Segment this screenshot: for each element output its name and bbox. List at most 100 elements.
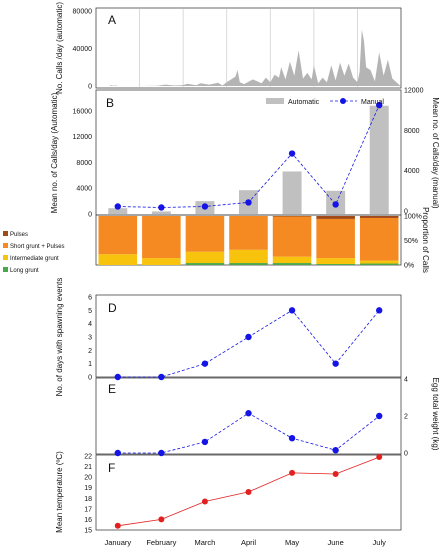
panel-a-y-ticks: 80000 40000 0 [73,9,93,91]
panel-c-segment [98,216,138,255]
panel-c-stacked-bars [98,216,399,265]
panel-f-point [245,488,252,495]
x-axis-month-label: May [285,538,299,547]
panel-c-y-ticks: 100% 50% 0% [404,214,422,270]
x-axis-month-label: July [373,538,387,547]
panel-c-segment [142,216,181,259]
panel-d-tick-label: 3 [88,335,92,342]
panel-e-points [114,410,383,457]
legend-long-grunt-swatch [3,267,8,272]
panel-e-tick-label: 2 [404,414,408,421]
x-axis-month-label: February [146,538,176,547]
panel-c-y-axis-label: Proportion of Calls [421,207,430,273]
panel-d-frame [95,294,402,378]
panel-a-tick-label: 80000 [73,9,93,16]
panel-c-segment [316,218,355,259]
panel-b-y-ticks: 16000 12000 8000 4000 0 [73,108,93,218]
legend-short-grunt-label: Short grunt + Pulses [10,244,65,250]
panel-c-segment [229,249,268,264]
panel-f-tick-label: 18 [84,496,92,503]
legend-pulses-swatch [3,231,8,236]
panel-b-manual-point [332,201,339,208]
panel-b-automatic-bars [108,105,389,214]
panel-b-y-axis-label: Mean no. of Calls/day (Automatic) [50,92,59,213]
panel-c-segment [185,263,225,265]
panel-e-point [332,447,339,454]
panel-f-tick-label: 16 [84,517,92,524]
panel-f-point [158,516,165,523]
panel-b-tick-label: 4000 [76,186,92,193]
panel-a-y-axis-label: No. Calls /day (automatic) [55,2,64,94]
panel-f-tick-label: 17 [84,506,92,513]
panel-e-y2-axis-label: Egg total weight (kg) [431,378,440,451]
panel-c-segment [359,216,399,218]
panel-label-a: A [108,13,116,27]
panel-c-segment [185,251,225,264]
panel-d-point [201,360,209,367]
panel-c-segment [185,216,225,252]
panel-e-y2-ticks: 4 2 0 [404,377,408,458]
legend-pulses-label: Pulses [10,232,28,238]
panel-c-segment [142,258,181,265]
legend-short-grunt-swatch [3,243,8,248]
panel-c-segment [316,264,355,265]
panel-a-daily-calls-area [96,29,401,86]
panel-d-tick-label: 2 [88,348,92,355]
panel-a-tick-label: 0 [88,84,92,91]
panel-b-manual-point [376,101,383,109]
panel-d-y-ticks: 6 5 4 3 2 1 0 [88,295,92,382]
panel-c-segment [359,217,399,261]
panel-d-point [288,307,296,314]
legend-intermediate-grunt-swatch [3,255,8,260]
panel-f-point [332,470,339,477]
panel-b-y2-tick-label: 4000 [404,168,420,175]
panel-b-manual-point [245,199,252,206]
legend-automatic-label: Automatic [288,99,320,106]
legend-manual-marker [340,98,346,104]
panel-f-frame [95,454,402,531]
panel-e-line [117,412,380,454]
panel-d-points [114,307,383,381]
panel-c-segment [229,263,268,265]
panel-b-manual-points [114,101,383,211]
panel-label-d: D [108,301,117,315]
panel-c-segment [359,260,399,264]
panel-c-segment [316,258,355,265]
panel-c-segment [229,216,268,250]
panel-c-segment [98,254,138,265]
panel-f-tick-label: 21 [84,464,92,471]
panel-e-tick-label: 0 [404,451,408,458]
panel-f-point [376,454,383,461]
panel-b-y2-axis-label: Mean no. of Calls/day (manual) [431,97,440,209]
panel-d-tick-label: 6 [88,295,92,302]
panel-f-point [289,469,296,476]
panel-b-manual-point [288,150,296,157]
panel-e-point [158,449,165,457]
panel-f-points [114,454,383,529]
panel-f-point [201,498,208,505]
panel-b-automatic-bar [151,211,171,214]
panel-c-segment [272,216,312,257]
panel-d-point [376,307,383,314]
panel-b-manual-point [158,204,165,211]
panel-f-tick-label: 15 [84,528,92,535]
panel-e-point [288,435,296,442]
legend-long-grunt-label: Long grunt [10,268,39,274]
panel-b-y2-ticks: 12000 8000 4000 0 [404,88,424,216]
x-axis-month-label: January [104,538,131,547]
panel-b-manual-point [201,203,209,210]
panel-e-frame [95,377,402,455]
panel-e-point [201,438,209,446]
panel-b-y2-tick-label: 8000 [404,128,420,135]
panel-c-tick-label: 0% [404,263,414,270]
panel-c-segment [272,256,312,264]
panel-d-point [245,333,252,341]
panel-d-point [114,373,121,381]
panel-f-y-axis-label: Mean temperature (ºC) [55,451,64,533]
panel-d-point [158,373,165,381]
x-axis-month-label: June [328,538,344,547]
panel-f-tick-label: 22 [84,454,92,461]
legend-manual-label: Manual [361,99,384,106]
panel-label-f: F [108,461,115,475]
